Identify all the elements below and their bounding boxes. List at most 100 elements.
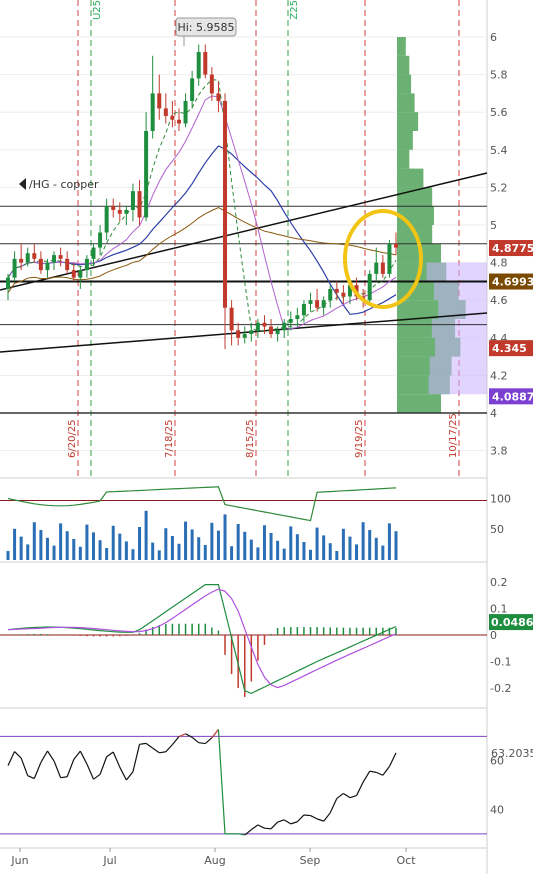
volume-profile-bar: [397, 131, 413, 150]
rsi-line-segment: [185, 733, 193, 738]
rsi-line-segment: [296, 814, 305, 823]
macd-axis-tick: 0.2: [490, 576, 508, 589]
candle-body: [78, 270, 83, 278]
rsi-line-segment: [53, 760, 62, 778]
candle-body: [65, 258, 70, 271]
candle-body: [341, 292, 346, 297]
rsi-line-segment: [376, 771, 384, 776]
rsi-line-segment: [7, 751, 16, 766]
rsi-line-segment: [165, 744, 173, 753]
volume-bar: [361, 522, 365, 560]
volume-axis-tick: 50: [490, 523, 504, 536]
candle-body: [19, 258, 24, 263]
candle-body: [282, 322, 287, 331]
rsi-line-segment: [66, 759, 75, 777]
rsi-line-segment: [191, 736, 200, 744]
rsi-line-segment: [323, 812, 331, 822]
candle-body: [209, 74, 214, 94]
volume-bar: [164, 528, 168, 560]
candle-body: [394, 243, 398, 248]
candle-body: [32, 253, 37, 259]
volume-bar: [105, 548, 109, 560]
candle-body: [190, 78, 195, 101]
candle-body: [45, 262, 50, 271]
macd-axis-tick: -0.2: [490, 682, 511, 695]
rsi-line-segment: [20, 757, 29, 776]
candle-body: [380, 262, 385, 274]
candle-body: [157, 93, 162, 109]
macd-axis-tick: 0: [490, 629, 497, 642]
rsi-line-segment: [257, 824, 265, 829]
candle-body: [374, 262, 379, 274]
volume-bar: [13, 528, 17, 560]
volume-bar: [269, 533, 273, 560]
candle-body: [137, 191, 142, 218]
price-axis-tick: 6: [490, 31, 497, 44]
symbol-label: /HG - copper: [19, 178, 99, 191]
value-area-bar: [433, 281, 487, 301]
rsi-axis-tick: 60: [490, 755, 504, 768]
volume-bar: [302, 542, 306, 560]
high-label-text: Hi: 5.9585: [177, 21, 234, 34]
macd-panel: 0.2 0.1 0 -0.1 -0.2 0.04867: [0, 576, 533, 697]
rsi-line-segment: [356, 781, 364, 796]
price-tag: [489, 388, 533, 405]
open-interest-line: [7, 486, 397, 522]
rsi-line-segment: [112, 751, 121, 768]
rsi-line-segment: [217, 729, 226, 834]
volume-bar: [387, 523, 391, 560]
candle-body: [262, 322, 267, 327]
ma-purple: [7, 95, 397, 330]
candlesticks: [6, 44, 398, 350]
candle-body: [255, 322, 260, 331]
candle-body: [301, 303, 306, 316]
rsi-line-segment: [125, 771, 134, 781]
rsi-line-segment: [14, 751, 22, 759]
candle-body: [275, 330, 280, 335]
value-area-bar: [426, 262, 487, 282]
x-axis-label: Sep: [300, 854, 321, 867]
candle-body: [196, 52, 201, 79]
candle-body: [52, 255, 57, 263]
candle-body: [269, 326, 274, 335]
candle-body: [328, 288, 333, 301]
price-axis-tick: 4: [490, 407, 497, 420]
price-axis-tick: 5.6: [490, 106, 508, 119]
expiration-label: 10/17/25: [448, 413, 459, 458]
rsi-line-segment: [33, 762, 42, 779]
volume-bar: [348, 536, 352, 560]
rsi-line-segment: [139, 742, 147, 745]
candle-body: [216, 93, 221, 101]
volume-bar: [341, 528, 345, 560]
price-tag-text: 4.345: [492, 342, 527, 355]
rsi-line-segment: [349, 794, 357, 799]
macd-signal-line: [7, 588, 397, 689]
rsi-line-segment: [244, 829, 252, 836]
rsi-axis-tick: 40: [490, 803, 504, 816]
rsi-line-segment: [152, 747, 160, 754]
expiration-label: 8/15/25: [245, 419, 256, 458]
volume-bar: [355, 544, 359, 560]
volume-bar: [85, 524, 89, 560]
rsi-line-segment: [106, 751, 114, 758]
volume-bar: [72, 539, 76, 560]
price-tags: 4.8775 4.6993 4.345 4.0887: [489, 240, 533, 405]
macd-value-tag-text: 0.04867: [491, 616, 533, 629]
macd-line: [7, 583, 397, 695]
volume-bar: [282, 548, 286, 560]
macd-axis-tick: 0.1: [490, 602, 508, 615]
volume-bar: [243, 531, 247, 560]
candle-body: [124, 209, 129, 214]
rsi-line-segment: [171, 736, 180, 746]
candle-body: [288, 319, 293, 323]
volume-axis-tick: 100: [490, 492, 511, 505]
candle-body: [104, 206, 109, 233]
candle-body: [347, 285, 352, 297]
x-axis: Jun Jul Aug Sep Oct: [10, 848, 416, 867]
value-area-bar: [428, 375, 487, 395]
candle-body: [249, 330, 254, 335]
rsi-line-segment: [73, 750, 81, 760]
volume-bar: [98, 540, 102, 560]
volume-bar: [45, 537, 49, 560]
